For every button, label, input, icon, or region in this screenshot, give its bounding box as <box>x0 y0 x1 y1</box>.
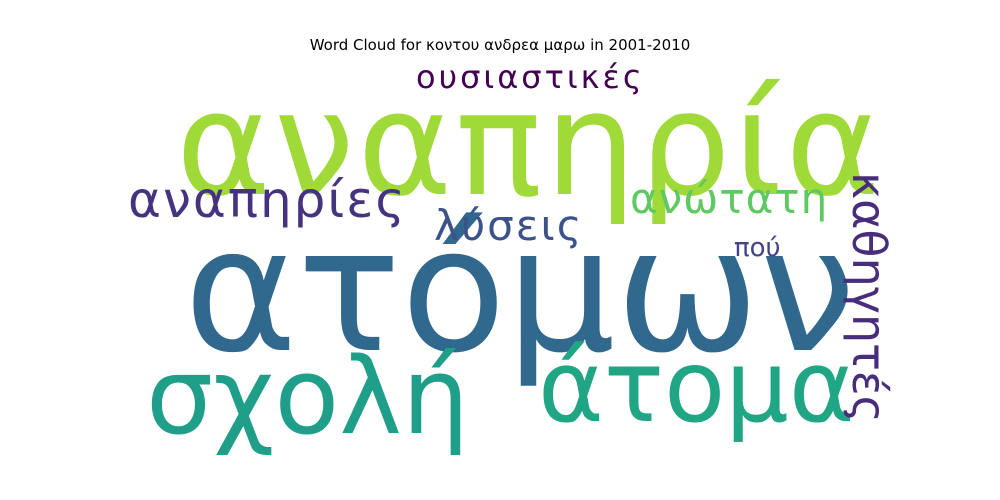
word-anapiries: αναπηρίες <box>128 171 407 229</box>
word-scholi: σχολή <box>146 335 470 458</box>
word-pou: πού <box>734 233 781 263</box>
word-anotati: ανώτατη <box>630 174 829 223</box>
word-atoma: άτομα <box>538 328 855 445</box>
word-anapiria: αναπηρία <box>176 60 884 228</box>
word-atomon: ατόμων <box>184 190 856 391</box>
word-ousiastikes: ουσιαστικές <box>416 58 645 96</box>
word-kathigites: καθηγητές <box>842 172 896 423</box>
chart-title: Word Cloud for κοντου ανδρεα μαρω in 200… <box>309 36 691 54</box>
word-lyseis: λύσεις <box>434 201 584 250</box>
